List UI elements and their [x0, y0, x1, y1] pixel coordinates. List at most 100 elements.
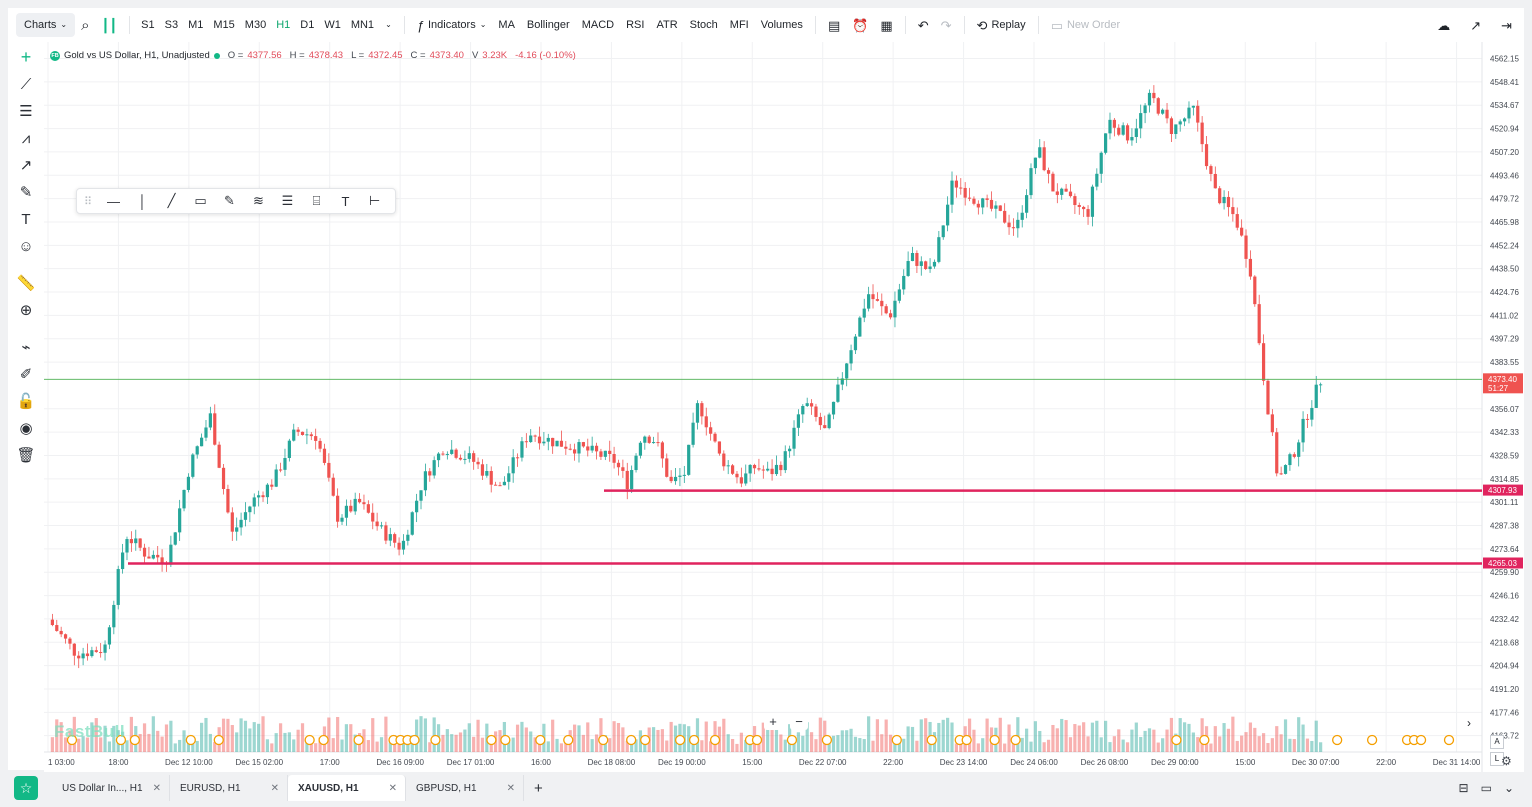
- event-marker[interactable]: [640, 734, 651, 746]
- event-marker[interactable]: [891, 734, 902, 746]
- close-tab-icon[interactable]: ✕: [152, 782, 161, 794]
- rectangle-tool[interactable]: ▭: [186, 189, 215, 213]
- chart-canvas[interactable]: 4562.15 4548.41 4534.67 4520.94 4507.20 4493.…: [44, 42, 1524, 772]
- price-line-tool[interactable]: ⊢: [360, 189, 389, 213]
- vertical-line-tool[interactable]: │: [128, 189, 157, 213]
- event-marker[interactable]: [751, 734, 763, 746]
- event-marker[interactable]: [115, 734, 127, 746]
- event-marker[interactable]: [353, 734, 364, 746]
- event-marker[interactable]: [1443, 734, 1455, 746]
- symbol-search-button[interactable]: ⌕: [75, 13, 95, 37]
- pattern-tool[interactable]: ⩘: [12, 126, 40, 150]
- event-marker[interactable]: [318, 734, 329, 746]
- text-tool[interactable]: T: [12, 207, 40, 231]
- event-marker[interactable]: [674, 734, 686, 746]
- event-marker[interactable]: [66, 734, 78, 746]
- close-tab-icon[interactable]: ✕: [506, 782, 515, 794]
- collapse-panel-button[interactable]: ⌄: [1504, 781, 1514, 795]
- event-marker[interactable]: [535, 734, 546, 746]
- symbol-title[interactable]: Gold vs US Dollar, H1, Unadjusted: [64, 50, 210, 61]
- brush-tool[interactable]: ✎: [12, 180, 40, 204]
- event-marker[interactable]: [409, 734, 420, 746]
- replay-button[interactable]: ⟲ Replay: [971, 13, 1032, 37]
- event-marker[interactable]: [486, 734, 497, 746]
- indicator-macd[interactable]: MACD: [581, 19, 615, 31]
- event-marker[interactable]: [821, 734, 833, 746]
- fib-fan-tool[interactable]: ⌸: [302, 189, 331, 213]
- event-marker[interactable]: [598, 734, 609, 746]
- undo-button[interactable]: ↶: [912, 13, 935, 37]
- cloud-save-button[interactable]: ☁: [1431, 13, 1456, 37]
- chart-tab[interactable]: US Dollar In..., H1 ✕: [52, 775, 170, 801]
- event-marker[interactable]: [989, 734, 1000, 746]
- scroll-to-latest-button[interactable]: ›: [1460, 714, 1478, 732]
- event-marker[interactable]: [304, 734, 315, 746]
- event-marker[interactable]: [926, 734, 937, 746]
- fib-retracement-tool[interactable]: ☰: [273, 189, 302, 213]
- chart-settings-button[interactable]: ⚙: [1501, 754, 1512, 768]
- close-tab-icon[interactable]: ✕: [388, 782, 397, 794]
- timeframe-m1[interactable]: M1: [188, 19, 204, 31]
- timeframe-h1[interactable]: H1: [276, 19, 291, 31]
- timeframe-w1[interactable]: W1: [324, 19, 341, 31]
- ray-tool[interactable]: ╱: [157, 189, 186, 213]
- trend-line-tool[interactable]: ⟋: [12, 72, 40, 96]
- indicator-atr[interactable]: ATR: [656, 19, 678, 31]
- event-marker[interactable]: [500, 734, 511, 746]
- timeframe-s3[interactable]: S3: [164, 19, 179, 31]
- remove-drawings-tool[interactable]: 🗑: [12, 443, 40, 467]
- close-tab-icon[interactable]: ✕: [270, 782, 279, 794]
- event-marker[interactable]: [1010, 734, 1021, 746]
- emoji-tool[interactable]: ☺: [12, 234, 40, 258]
- magnet-tool[interactable]: ⌁: [12, 335, 40, 359]
- add-tab-button[interactable]: +: [534, 780, 543, 797]
- indicator-stoch[interactable]: Stoch: [689, 19, 718, 31]
- event-marker[interactable]: [1366, 734, 1378, 746]
- event-marker[interactable]: [626, 734, 637, 746]
- indicator-rsi[interactable]: RSI: [626, 19, 645, 31]
- fib-tool[interactable]: ☰: [12, 99, 40, 123]
- event-marker[interactable]: [786, 734, 798, 746]
- projection-tool[interactable]: ↗: [12, 153, 40, 177]
- event-marker[interactable]: [709, 734, 721, 746]
- event-marker[interactable]: [1415, 734, 1427, 746]
- event-marker[interactable]: [1332, 734, 1343, 746]
- crosshair-tool[interactable]: +: [12, 45, 40, 69]
- stay-drawing-tool[interactable]: ✐: [12, 362, 40, 386]
- drag-handle[interactable]: ⠿: [77, 189, 99, 213]
- share-button[interactable]: ↗: [1464, 13, 1487, 37]
- indicator-bollinger[interactable]: Bollinger: [526, 19, 570, 31]
- indicator-volumes[interactable]: Volumes: [760, 19, 803, 31]
- auto-scale-button[interactable]: A: [1490, 735, 1504, 749]
- alerts-button[interactable]: ⏰: [846, 13, 874, 37]
- calendar-button[interactable]: ▦: [874, 13, 898, 37]
- split-layout-button[interactable]: ⊟: [1459, 781, 1469, 795]
- timeframe-s1[interactable]: S1: [141, 19, 155, 31]
- fullscreen-button[interactable]: ⇥: [1495, 13, 1518, 37]
- event-marker[interactable]: [563, 734, 574, 746]
- redo-button[interactable]: ↷: [935, 13, 958, 37]
- hide-drawings-tool[interactable]: ◉: [12, 416, 40, 440]
- chart-pane[interactable]: 4562.15 4548.41 4534.67 4520.94 4507.20 4493.…: [44, 42, 1524, 772]
- indicators-button[interactable]: ƒ Indicators ⌄: [411, 13, 493, 37]
- lock-drawings-tool[interactable]: 🔓: [12, 389, 40, 413]
- chart-tab[interactable]: EURUSD, H1 ✕: [170, 775, 288, 801]
- event-marker[interactable]: [688, 734, 700, 746]
- event-marker[interactable]: [185, 734, 196, 746]
- charts-menu-button[interactable]: Charts ⌄: [16, 13, 76, 37]
- horizontal-line-tool[interactable]: —: [99, 189, 128, 213]
- timeframe-m15[interactable]: M15: [213, 19, 235, 31]
- event-marker[interactable]: [961, 734, 972, 746]
- zoom-in-button[interactable]: +: [764, 714, 782, 730]
- event-marker[interactable]: [129, 734, 141, 746]
- layout-button[interactable]: ▤: [822, 13, 846, 37]
- chart-type-button[interactable]: ┃┃: [96, 13, 124, 37]
- indicator-ma[interactable]: MA: [498, 19, 515, 31]
- zoom-out-button[interactable]: −: [790, 714, 808, 730]
- event-marker[interactable]: [1171, 734, 1182, 746]
- timeframe-d1[interactable]: D1: [300, 19, 315, 31]
- favorites-button[interactable]: ☆: [14, 776, 38, 800]
- log-scale-button[interactable]: L: [1490, 752, 1504, 766]
- timeframe-mn1[interactable]: MN1: [350, 19, 375, 31]
- text-note-tool[interactable]: T: [331, 189, 360, 213]
